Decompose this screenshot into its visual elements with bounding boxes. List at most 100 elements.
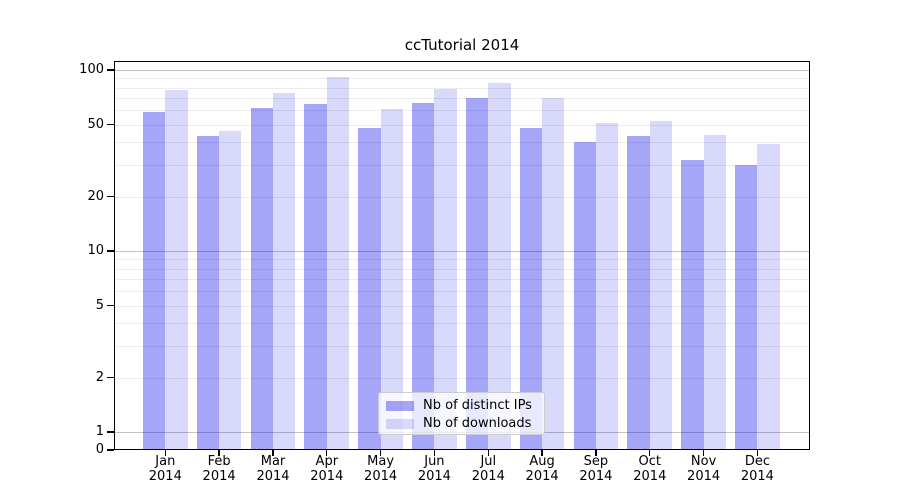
gridline-minor: [114, 98, 810, 99]
y-tick-label: 20: [87, 188, 104, 204]
bar-distinct-ips-8: [573, 142, 596, 450]
x-tick-label-line: 2014: [417, 469, 451, 484]
y-tick-label: 5: [95, 297, 104, 313]
bar-distinct-ips-4: [358, 127, 381, 450]
x-tick-label-line: Aug: [529, 454, 555, 469]
x-tick-label: Dec 2014: [727, 454, 787, 484]
y-tick-mark: [107, 195, 114, 198]
x-tick-mark: [272, 450, 274, 456]
bar-downloads-5: [434, 88, 457, 450]
x-tick-label-line: 2014: [579, 469, 613, 484]
bar-distinct-ips-9: [627, 136, 650, 450]
x-tick-label-line: Mar: [260, 454, 286, 469]
x-tick-label-line: 2014: [687, 469, 721, 484]
x-tick-label-line: Oct: [638, 454, 662, 469]
y-tick-mark: [107, 69, 114, 71]
x-tick-label: Jun 2014: [404, 454, 464, 484]
x-tick-label: Mar 2014: [243, 454, 303, 484]
bar-downloads-10: [703, 134, 726, 450]
bar-distinct-ips-10: [681, 159, 704, 450]
x-tick-label: Feb 2014: [189, 454, 249, 484]
x-tick-mark: [164, 450, 166, 456]
y-tick-label: 2: [95, 369, 104, 385]
x-tick-label-line: Feb: [207, 454, 231, 469]
bar-downloads-4: [380, 108, 403, 450]
legend-item-downloads: Nb of downloads: [386, 416, 544, 432]
x-tick-mark: [756, 450, 759, 456]
x-tick-label-line: 2014: [740, 469, 774, 484]
y-tick-mark: [107, 304, 114, 307]
y-tick-label: 1: [95, 424, 104, 439]
gridline-minor: [114, 110, 810, 112]
x-tick-label: May 2014: [351, 454, 411, 484]
y-tick-label: 100: [79, 62, 104, 77]
legend-swatch-distinct-ips-icon: [386, 401, 414, 411]
bar-downloads-9: [649, 121, 673, 450]
x-tick-label-line: Jan: [155, 454, 176, 469]
bar-downloads-0: [165, 89, 188, 450]
y-tick-mark: [107, 449, 114, 451]
y-tick-mark: [107, 376, 114, 379]
y-tick-mark: [107, 431, 114, 433]
bar-downloads-1: [219, 131, 242, 450]
bar-distinct-ips-0: [142, 111, 166, 450]
y-tick-label: 0: [95, 442, 104, 457]
x-tick-mark: [702, 450, 705, 456]
y-tick-label: 50: [87, 116, 104, 132]
x-tick-mark: [433, 450, 436, 456]
x-tick-label-line: 2014: [148, 469, 182, 484]
x-tick-mark: [595, 450, 597, 456]
gridline-major: [114, 70, 810, 71]
gridline-minor: [114, 78, 810, 80]
chart-title: ccTutorial 2014: [404, 36, 520, 54]
x-tick-label-line: 2014: [525, 469, 559, 484]
bar-downloads-2: [273, 92, 296, 450]
legend-label-downloads: Nb of downloads: [423, 416, 532, 431]
x-tick-mark: [649, 450, 651, 456]
x-tick-label: Aug 2014: [512, 454, 572, 484]
bar-distinct-ips-3: [304, 103, 327, 450]
bar-downloads-7: [542, 98, 565, 450]
x-tick-label-line: Dec: [744, 454, 770, 469]
legend-label-distinct-ips: Nb of distinct IPs: [423, 398, 532, 413]
x-tick-label: Oct 2014: [620, 454, 680, 484]
x-tick-label-line: 2014: [471, 469, 505, 484]
x-tick-label-line: 2014: [310, 469, 344, 484]
x-tick-label-line: Apr: [315, 454, 339, 469]
x-tick-label-line: Sep: [583, 454, 609, 469]
bar-distinct-ips-7: [519, 127, 543, 450]
x-tick-label-line: Jul: [480, 454, 497, 469]
x-tick-label: Sep 2014: [566, 454, 626, 484]
x-tick-label-line: 2014: [202, 469, 236, 484]
x-tick-label-line: 2014: [633, 469, 667, 484]
bar-distinct-ips-2: [250, 107, 273, 450]
bar-distinct-ips-5: [412, 102, 435, 450]
x-tick-label-line: 2014: [364, 469, 398, 484]
bar-distinct-ips-1: [196, 136, 220, 450]
bar-distinct-ips-6: [465, 98, 489, 450]
x-tick-label-line: Jun: [424, 454, 445, 469]
bar-downloads-6: [488, 82, 511, 450]
x-tick-label: Jan 2014: [135, 454, 195, 484]
x-tick-mark: [326, 450, 328, 456]
legend: Nb of distinct IPs Nb of downloads: [378, 392, 545, 435]
legend-swatch-downloads-icon: [386, 419, 414, 429]
bar-downloads-8: [595, 122, 619, 450]
x-tick-label: Nov 2014: [674, 454, 734, 484]
x-tick-mark: [487, 450, 489, 456]
bar-distinct-ips-11: [735, 164, 758, 450]
legend-item-distinct-ips: Nb of distinct IPs: [386, 398, 544, 414]
gridline-minor: [114, 87, 810, 89]
y-tick-label: 10: [87, 243, 104, 258]
bar-downloads-11: [757, 144, 780, 450]
x-tick-label: Jul 2014: [458, 454, 518, 484]
x-tick-label-line: May: [367, 454, 395, 469]
x-tick-mark: [218, 450, 220, 456]
x-tick-mark: [379, 450, 382, 456]
x-tick-label: Apr 2014: [297, 454, 357, 484]
x-tick-mark: [541, 450, 543, 456]
bar-downloads-3: [326, 77, 350, 450]
y-tick-mark: [107, 250, 114, 252]
x-tick-label-line: 2014: [256, 469, 290, 484]
